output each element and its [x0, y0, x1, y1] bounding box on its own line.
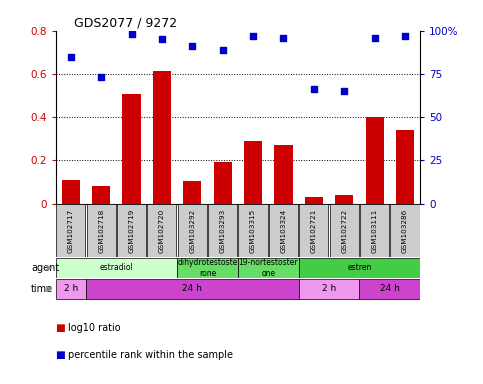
FancyBboxPatch shape	[299, 204, 328, 257]
Text: 2 h: 2 h	[64, 285, 78, 293]
Point	[219, 46, 227, 53]
Text: 2 h: 2 h	[322, 285, 336, 293]
Bar	[62, 180, 80, 204]
Point	[128, 31, 135, 37]
Bar	[244, 141, 262, 204]
Text: ■: ■	[56, 323, 65, 333]
Text: GSM102722: GSM102722	[341, 208, 347, 253]
Point	[188, 43, 196, 49]
Text: GSM102717: GSM102717	[68, 208, 74, 253]
FancyBboxPatch shape	[269, 204, 298, 257]
Text: estren: estren	[347, 263, 371, 272]
Point	[280, 35, 287, 41]
Text: GSM103111: GSM103111	[371, 208, 378, 253]
FancyBboxPatch shape	[359, 279, 420, 299]
Point	[341, 88, 348, 94]
Text: 19-nortestoster
one: 19-nortestoster one	[239, 258, 298, 278]
Text: 24 h: 24 h	[183, 285, 202, 293]
Bar	[92, 186, 110, 204]
Bar	[335, 195, 354, 204]
Text: GSM103324: GSM103324	[281, 208, 286, 253]
Text: dihydrotestoste
rone: dihydrotestoste rone	[177, 258, 238, 278]
Bar	[213, 162, 232, 204]
Text: percentile rank within the sample: percentile rank within the sample	[68, 350, 233, 360]
FancyBboxPatch shape	[56, 204, 85, 257]
FancyBboxPatch shape	[86, 204, 116, 257]
FancyBboxPatch shape	[390, 204, 420, 257]
Bar	[122, 94, 141, 204]
FancyBboxPatch shape	[360, 204, 389, 257]
Bar	[274, 145, 293, 204]
Point	[67, 53, 74, 60]
FancyBboxPatch shape	[239, 204, 268, 257]
Point	[158, 36, 166, 42]
FancyBboxPatch shape	[238, 258, 298, 278]
Text: agent: agent	[31, 263, 59, 273]
Point	[310, 86, 318, 93]
Point	[97, 74, 105, 81]
Text: estradiol: estradiol	[99, 263, 133, 272]
FancyBboxPatch shape	[298, 279, 359, 299]
FancyBboxPatch shape	[56, 258, 177, 278]
FancyBboxPatch shape	[56, 279, 86, 299]
Bar	[305, 197, 323, 204]
FancyBboxPatch shape	[86, 279, 298, 299]
FancyBboxPatch shape	[298, 258, 420, 278]
Text: log10 ratio: log10 ratio	[68, 323, 120, 333]
Text: GSM102720: GSM102720	[159, 208, 165, 253]
Text: GSM102718: GSM102718	[98, 208, 104, 253]
Point	[401, 33, 409, 39]
Text: GSM102721: GSM102721	[311, 208, 317, 253]
FancyBboxPatch shape	[177, 258, 238, 278]
Text: ■: ■	[56, 350, 65, 360]
Bar	[153, 71, 171, 204]
Bar	[183, 181, 201, 204]
FancyBboxPatch shape	[178, 204, 207, 257]
Text: GSM103315: GSM103315	[250, 208, 256, 253]
Text: GSM103286: GSM103286	[402, 208, 408, 253]
Text: GSM103292: GSM103292	[189, 208, 195, 253]
Text: GDS2077 / 9272: GDS2077 / 9272	[74, 17, 177, 30]
Bar	[366, 117, 384, 204]
FancyBboxPatch shape	[208, 204, 237, 257]
Bar	[396, 130, 414, 204]
Point	[249, 33, 257, 39]
Point	[371, 35, 379, 41]
FancyBboxPatch shape	[147, 204, 176, 257]
Text: 24 h: 24 h	[380, 285, 400, 293]
Text: GSM103293: GSM103293	[220, 208, 226, 253]
FancyBboxPatch shape	[330, 204, 359, 257]
Text: GSM102719: GSM102719	[128, 208, 135, 253]
Text: time: time	[31, 284, 53, 294]
FancyBboxPatch shape	[117, 204, 146, 257]
